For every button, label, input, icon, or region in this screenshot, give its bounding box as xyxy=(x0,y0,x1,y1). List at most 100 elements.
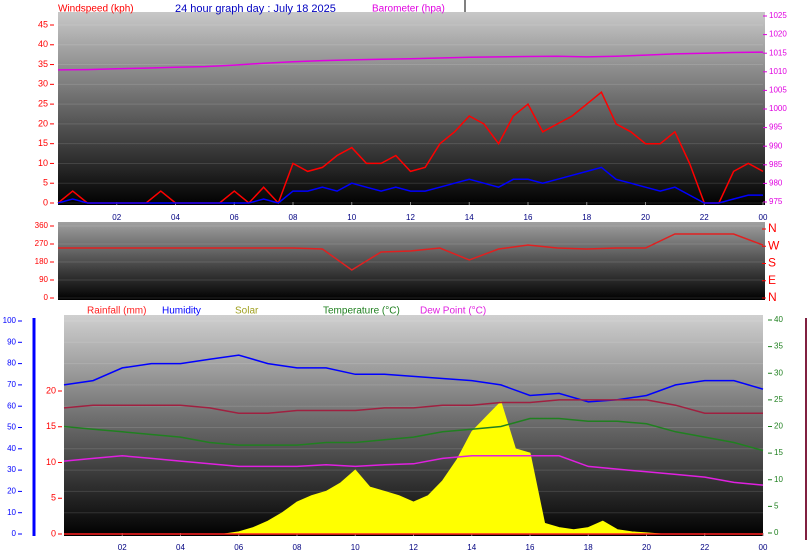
x-tick-label: 18 xyxy=(584,543,593,552)
chart-title: 24 hour graph day : July 18 2025 xyxy=(175,3,336,15)
legend-label: Temperature (°C) xyxy=(323,306,400,317)
y-tick-label: 1015 xyxy=(769,48,787,57)
y-tick-label: 20 xyxy=(7,487,16,496)
y-tick-label: 30 xyxy=(7,465,16,474)
y-tick-label: 0 xyxy=(43,197,48,207)
y-tick-label: 25 xyxy=(38,98,48,108)
y-tick-label: 70 xyxy=(7,380,16,389)
x-tick-label: 08 xyxy=(293,543,302,552)
x-tick-label: 20 xyxy=(641,213,650,222)
y-tick-label: 30 xyxy=(774,368,783,377)
legend-label: Dew Point (°C) xyxy=(420,306,486,317)
line xyxy=(63,417,764,452)
y-tick-label: 10 xyxy=(38,158,48,168)
y-tick-label: 0 xyxy=(44,293,49,302)
y-tick-label: 60 xyxy=(7,401,16,410)
y-tick-label: 20 xyxy=(38,118,48,128)
x-tick-label: 02 xyxy=(112,213,121,222)
x-tick-label: 16 xyxy=(526,543,535,552)
legend-label: Rainfall (mm) xyxy=(87,306,146,317)
y-tick-label: 5 xyxy=(43,178,48,188)
legend-label: Solar xyxy=(235,306,259,317)
y-tick-label: 0 xyxy=(12,529,17,538)
y-tick-label: 180 xyxy=(35,257,49,266)
y-tick-label: W xyxy=(768,238,780,252)
y-tick-label: 975 xyxy=(769,197,783,206)
x-tick-label: 12 xyxy=(409,543,418,552)
x-tick-label: 06 xyxy=(230,213,239,222)
x-tick-label: 00 xyxy=(759,543,768,552)
x-tick-label: 06 xyxy=(234,543,243,552)
y-tick-label: 270 xyxy=(35,239,49,248)
y-tick-label: 90 xyxy=(7,337,16,346)
plot-background-direction xyxy=(58,222,765,300)
y-tick-label: 20 xyxy=(46,385,56,395)
y-tick-label: N xyxy=(768,221,777,235)
y-tick-label: 985 xyxy=(769,160,783,169)
y-tick-label: 90 xyxy=(39,275,48,284)
y-tick-label: 45 xyxy=(38,19,48,29)
line xyxy=(63,399,763,414)
plot-background-wind xyxy=(58,12,765,205)
y-tick-label: 25 xyxy=(774,395,783,404)
y-tick-label: 15 xyxy=(774,448,783,457)
line xyxy=(63,455,764,486)
y-tick-label: 100 xyxy=(3,316,17,325)
x-tick-label: 12 xyxy=(406,213,415,222)
y-tick-label: 10 xyxy=(46,457,56,467)
y-tick-label: 50 xyxy=(7,423,16,432)
line xyxy=(63,354,764,403)
y-tick-label: 990 xyxy=(769,141,783,150)
y-tick-label: 40 xyxy=(38,39,48,49)
y-tick-label: 15 xyxy=(38,138,48,148)
y-tick-label: 995 xyxy=(769,123,783,132)
line xyxy=(58,233,764,271)
chart-layer: 0510152025303540459759809859909951000100… xyxy=(3,4,788,552)
y-tick-label: 10 xyxy=(7,508,16,517)
y-tick-label: 10 xyxy=(774,475,783,484)
x-tick-label: 22 xyxy=(700,543,709,552)
x-tick-label: 08 xyxy=(289,213,298,222)
y-tick-label: 40 xyxy=(7,444,16,453)
y-tick-label: 1000 xyxy=(769,104,787,113)
y-tick-label: N xyxy=(768,290,777,304)
x-tick-label: 14 xyxy=(467,543,476,552)
y-tick-label: 5 xyxy=(51,493,56,503)
y-tick-label: 0 xyxy=(51,528,56,538)
legend-label: Windspeed (kph) xyxy=(58,4,134,15)
y-tick-label: 35 xyxy=(774,342,783,351)
x-tick-label: 22 xyxy=(700,213,709,222)
legend-label: Humidity xyxy=(162,306,201,317)
x-tick-label: 10 xyxy=(347,213,356,222)
x-tick-label: 20 xyxy=(642,543,651,552)
plot-background-weather xyxy=(64,315,763,536)
x-tick-label: 18 xyxy=(582,213,591,222)
y-tick-label: 1005 xyxy=(769,86,787,95)
y-tick-label: 980 xyxy=(769,179,783,188)
y-tick-label: 1025 xyxy=(769,11,787,20)
y-tick-label: 35 xyxy=(38,59,48,69)
y-tick-label: 15 xyxy=(46,421,56,431)
line xyxy=(57,51,764,71)
x-tick-label: 10 xyxy=(351,543,360,552)
y-tick-label: 30 xyxy=(38,79,48,89)
x-tick-label: 02 xyxy=(118,543,127,552)
x-tick-label: 04 xyxy=(171,213,180,222)
y-tick-label: E xyxy=(768,273,776,287)
y-tick-label: S xyxy=(768,256,776,270)
y-tick-label: 20 xyxy=(774,422,783,431)
y-tick-label: 80 xyxy=(7,359,16,368)
y-tick-label: 360 xyxy=(35,221,49,230)
line xyxy=(57,166,763,204)
legend-label: Barometer (hpa) xyxy=(372,4,445,15)
y-tick-label: 40 xyxy=(774,315,783,324)
y-tick-label: 1020 xyxy=(769,30,787,39)
y-tick-label: 1010 xyxy=(769,67,787,76)
x-tick-label: 14 xyxy=(465,213,474,222)
y-tick-label: 0 xyxy=(774,528,779,537)
x-tick-label: 00 xyxy=(759,213,768,222)
y-tick-label: 5 xyxy=(774,501,779,510)
x-tick-label: 16 xyxy=(524,213,533,222)
x-tick-label: 04 xyxy=(176,543,185,552)
